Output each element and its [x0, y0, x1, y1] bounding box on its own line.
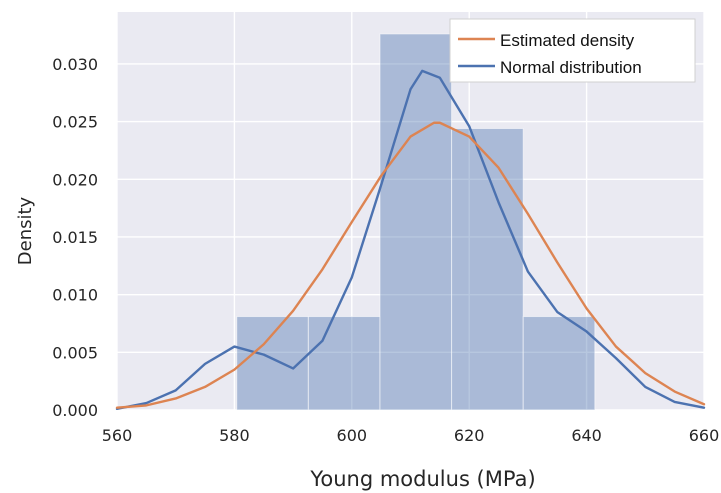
x-tick-label: 600 — [337, 426, 368, 445]
x-tick-label: 660 — [689, 426, 720, 445]
normal-distribution-curve — [115, 121, 706, 409]
y-tick-label: 0.000 — [52, 401, 98, 420]
y-tick-label: 0.015 — [52, 228, 98, 247]
y-tick-label: 0.025 — [52, 113, 98, 132]
x-tick-label: 580 — [219, 426, 250, 445]
legend-normal-distribution-label: Normal distribution — [500, 58, 642, 77]
x-tick-label: 640 — [571, 426, 602, 445]
legend: Estimated density Normal distribution — [449, 18, 696, 83]
y-tick-label: 0.020 — [52, 170, 98, 189]
x-tick-label: 560 — [102, 426, 133, 445]
y-axis-label: Density — [15, 196, 36, 265]
legend-box — [449, 18, 696, 83]
histogram-bar — [236, 316, 309, 411]
y-tick-label: 0.005 — [52, 343, 98, 362]
y-tick-label: 0.030 — [52, 55, 98, 74]
grid-layer — [116, 12, 705, 411]
histogram-bar — [522, 316, 596, 411]
histogram-bar — [307, 316, 381, 411]
x-axis-label: Young modulus (MPa) — [309, 467, 535, 491]
histogram-bar — [379, 33, 453, 411]
y-tick-label: 0.010 — [52, 286, 98, 305]
axis-layer: 560 580 600 620 640 660 0.000 0.005 0.010 0.015 0.… — [52, 55, 719, 445]
x-tick-label: 620 — [454, 426, 485, 445]
density-lines-layer — [115, 69, 706, 411]
legend-estimated-density-label: Estimated density — [500, 31, 635, 50]
estimated-density-curve — [115, 69, 706, 411]
